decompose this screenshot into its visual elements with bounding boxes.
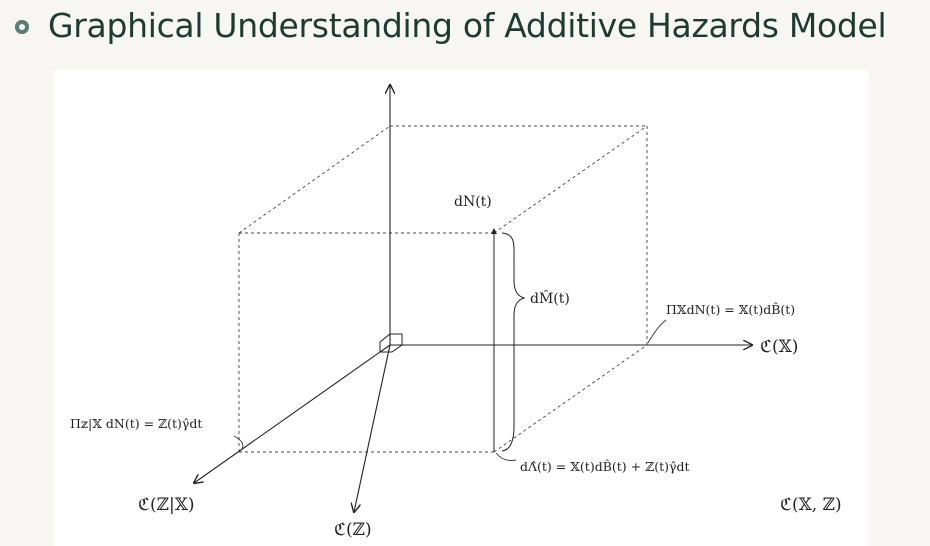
right-angle-icon (379, 333, 403, 353)
diagram-figure: dN(t) dM̂(t) Π𝕏dN(t) = 𝕏(t)dB̂(t) Π𝕫|𝕏 d… (54, 70, 868, 546)
dM-label: dM̂(t) (530, 289, 570, 307)
dashed-cube (238, 125, 648, 453)
axes (194, 85, 752, 512)
additive-hazards-diagram: dN(t) dM̂(t) Π𝕏dN(t) = 𝕏(t)dB̂(t) Π𝕫|𝕏 d… (70, 70, 842, 540)
dN-point-icon (491, 228, 497, 234)
leader-lines (233, 319, 667, 461)
proj-zx-label: Π𝕫|𝕏 dN(t) = ℤ(t)γ̂dt (70, 416, 202, 431)
plane-xz-label: ℭ(𝕏, ℤ) (780, 495, 842, 515)
zx-axis (194, 344, 391, 483)
axis-zx-label: ℭ(ℤ|𝕏) (138, 495, 195, 515)
brace-icon (501, 232, 526, 452)
dLambda-label: dΛ̂(t) = 𝕏(t)dB̂(t) + ℤ(t)γ̂dt (520, 459, 689, 474)
slide-header: Graphical Understanding of Additive Haza… (0, 0, 930, 64)
dN-label: dN(t) (454, 194, 492, 210)
axis-z-label: ℭ(ℤ) (334, 520, 372, 540)
axis-x-label: ℭ(𝕏) (760, 337, 798, 357)
z-axis (354, 344, 391, 512)
proj-x-label: Π𝕏dN(t) = 𝕏(t)dB̂(t) (666, 302, 795, 317)
page-title: Graphical Understanding of Additive Haza… (48, 6, 887, 45)
bullet-icon (15, 20, 29, 34)
